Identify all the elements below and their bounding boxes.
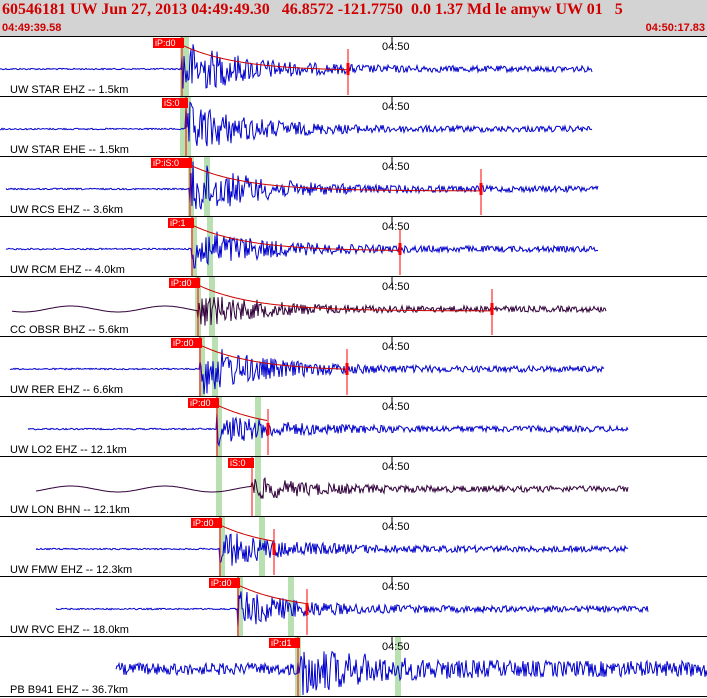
phase-pick-label: iP:iS:0 (153, 158, 179, 168)
station-label: UW STAR EHZ -- 1.5km (10, 84, 128, 96)
event-title: 60546181 UW Jun 27, 2013 04:49:49.30 46.… (2, 1, 623, 18)
phase-window (216, 397, 222, 457)
time-tick-label: 04:50 (382, 521, 410, 533)
phase-pick-box[interactable] (168, 218, 194, 228)
waveform (11, 296, 607, 326)
phase-pick-box[interactable] (153, 38, 184, 48)
coda-marker-box (305, 603, 309, 615)
time-tick-label: 04:50 (382, 161, 410, 173)
phase-pick-label: iP:d0 (211, 578, 232, 588)
phase-pick-box[interactable] (151, 158, 192, 168)
coda-marker-box (490, 303, 494, 315)
phase-window (255, 457, 261, 517)
coda-marker-box (398, 243, 402, 255)
phase-window (199, 337, 205, 397)
waveform (5, 161, 599, 210)
phase-pick-box[interactable] (169, 278, 200, 288)
waveform (35, 476, 629, 499)
time-tick-label: 04:50 (382, 221, 410, 233)
phase-pick-label: iP:d0 (190, 398, 211, 408)
phase-pick-box[interactable] (171, 338, 202, 348)
station-label: UW STAR EHE -- 1.5km (10, 144, 129, 156)
time-tick-label: 04:50 (382, 641, 410, 653)
station-label: UW RER EHZ -- 6.6km (10, 384, 123, 396)
phase-pick-box[interactable] (269, 638, 300, 648)
trace-row[interactable]: 04:50 iP:d0 UW RVC EHZ -- 18.0km (0, 577, 707, 637)
trace-row[interactable]: 04:50 iP:d0 UW STAR EHZ -- 1.5km (0, 37, 707, 97)
coda-curve (189, 164, 480, 192)
coda-marker-box (345, 363, 349, 375)
phase-window (209, 277, 215, 337)
time-tick-label: 04:50 (382, 581, 410, 593)
phase-pick-label: iS:0 (164, 98, 180, 108)
phase-window (237, 577, 243, 637)
phase-window (219, 517, 225, 577)
coda-marker-box (346, 63, 350, 75)
station-label: UW FMW EHZ -- 12.3km (10, 564, 132, 576)
trace-row[interactable]: 04:50 iS:0 UW STAR EHE -- 1.5km (0, 97, 707, 157)
waveform (0, 101, 593, 147)
trace-row[interactable]: 04:50 iP:1 UW RCM EHZ -- 4.0km (0, 217, 707, 277)
station-label: UW LON BHN -- 12.1km (10, 504, 130, 516)
coda-curve (197, 284, 492, 312)
time-tick-label: 04:50 (382, 341, 410, 353)
waveform (9, 349, 605, 395)
station-label: UW RCM EHZ -- 4.0km (10, 264, 125, 276)
phase-pick-label: iP:1 (170, 218, 186, 228)
phase-window (216, 457, 222, 517)
seismogram-panel[interactable]: 04:50 iP:d0 UW STAR EHZ -- 1.5km 04:50 iS:0 U… (0, 37, 707, 698)
trace-row[interactable]: 04:50 iP:d0 CC OBSR BHZ -- 5.6km (0, 277, 707, 337)
trace-row[interactable]: 04:50 iP:d0 UW LO2 EHZ -- 12.1km (0, 397, 707, 457)
event-header: 60546181 UW Jun 27, 2013 04:49:49.30 46.… (0, 0, 707, 37)
station-label: CC OBSR BHZ -- 5.6km (10, 324, 129, 336)
coda-marker-box (266, 423, 270, 435)
phase-pick-label: iP:d0 (173, 338, 194, 348)
waveform (35, 533, 629, 566)
phase-window (212, 337, 218, 397)
waveform (0, 44, 593, 89)
station-label: UW RCS EHZ -- 3.6km (10, 204, 123, 216)
phase-pick-label: iP:d1 (271, 638, 292, 648)
trace-row[interactable]: 04:50 iS:0 UW LON BHN -- 12.1km (0, 457, 707, 517)
phase-pick-box[interactable] (162, 98, 188, 108)
trace-row[interactable]: 04:50 iP:d0 UW FMW EHZ -- 12.3km (0, 517, 707, 577)
phase-window (204, 157, 210, 217)
phase-window (183, 37, 189, 97)
phase-pick-label: iP:d0 (171, 278, 192, 288)
trace-row[interactable]: 04:50 iP:d0 UW RER EHZ -- 6.6km (0, 337, 707, 397)
end-time: 04:50:17.83 (645, 22, 705, 34)
time-tick-label: 04:50 (382, 41, 410, 53)
coda-curve (181, 44, 348, 71)
phase-pick-label: iS:0 (230, 458, 246, 468)
phase-pick-box[interactable] (188, 398, 219, 408)
start-time: 04:49:39.58 (2, 22, 62, 34)
waveform (6, 231, 599, 269)
trace-row[interactable]: 04:50 iP:d1 PB B941 EHZ -- 36.7km (0, 637, 707, 697)
phase-pick-box[interactable] (191, 518, 222, 528)
time-tick-label: 04:50 (382, 401, 410, 413)
waveform (115, 650, 707, 696)
coda-marker-box (272, 543, 276, 555)
phase-pick-label: iP:d0 (193, 518, 214, 528)
coda-curve (191, 224, 400, 251)
coda-curve (237, 584, 307, 604)
station-label: UW LO2 EHZ -- 12.1km (10, 444, 127, 456)
phase-pick-label: iP:d0 (155, 38, 176, 48)
coda-curve (199, 344, 347, 370)
coda-curve (216, 404, 268, 421)
phase-window (180, 97, 186, 157)
phase-pick-box[interactable] (228, 458, 254, 468)
waveform (27, 412, 629, 448)
phase-window (191, 217, 197, 277)
coda-marker-box (479, 183, 483, 195)
time-tick-label: 04:50 (382, 281, 410, 293)
station-label: UW RVC EHZ -- 18.0km (10, 624, 129, 636)
trace-row[interactable]: 04:50 iP:iS:0 UW RCS EHZ -- 3.6km (0, 157, 707, 217)
time-tick-label: 04:50 (382, 101, 410, 113)
coda-curve (219, 524, 275, 542)
time-tick-label: 04:50 (382, 461, 410, 473)
station-label: PB B941 EHZ -- 36.7km (10, 684, 128, 696)
phase-pick-box[interactable] (209, 578, 240, 588)
waveform (55, 591, 649, 628)
